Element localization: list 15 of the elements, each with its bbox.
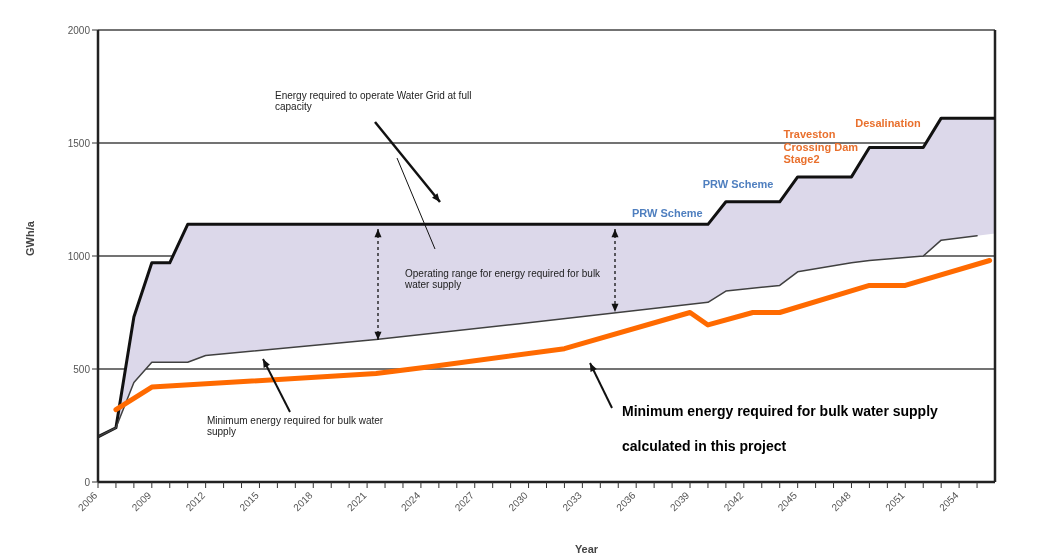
y-tick-label: 0 xyxy=(84,476,91,488)
annotation: PRW Scheme xyxy=(631,207,703,220)
annotation: Operating range for energy required for bulk water supply xyxy=(405,268,602,290)
annotation: Minimum energy required for bulk water supply xyxy=(207,415,385,437)
annotation: Traveston Crossing Dam Stage2 xyxy=(783,127,860,166)
y-tick-label: 2000 xyxy=(67,24,91,36)
annotation: Energy required to operate Water Grid at full capacity xyxy=(275,90,473,112)
x-axis-title: Year xyxy=(574,543,599,555)
y-tick-label: 1000 xyxy=(67,250,91,262)
annotation: Desalination xyxy=(855,116,921,130)
text: Minimum energy required for bulk water supply calculated in this project xyxy=(622,403,938,454)
y-tick-label: 1500 xyxy=(67,137,91,149)
y-tick-label: 500 xyxy=(73,363,91,375)
annotation: PRW Scheme xyxy=(702,177,774,191)
y-axis-title: GWh/a xyxy=(23,220,36,256)
